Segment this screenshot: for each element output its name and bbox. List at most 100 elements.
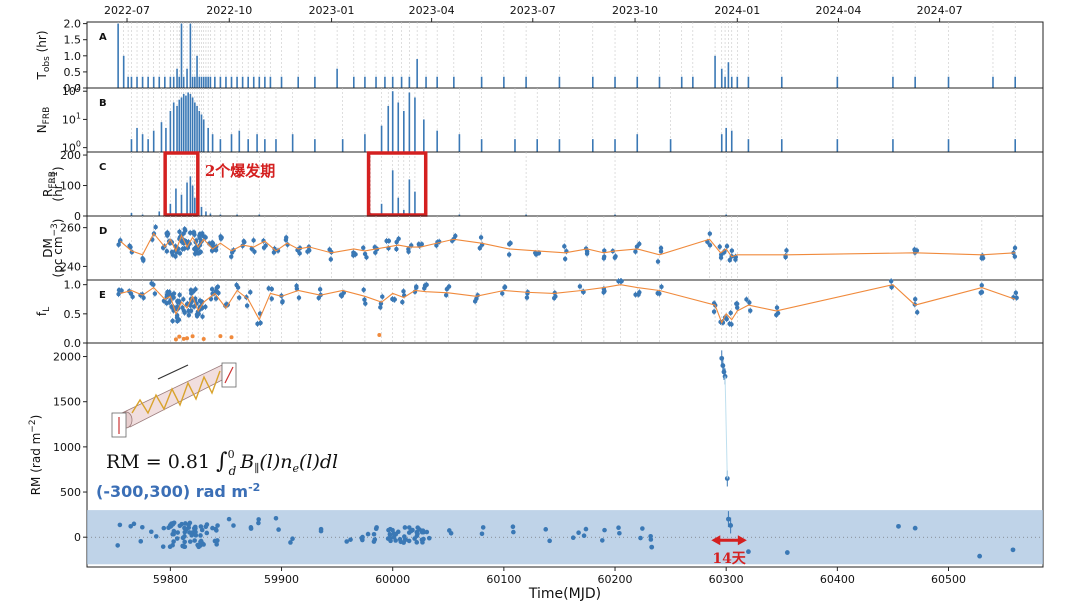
data-point <box>543 527 549 532</box>
eq-upper-limit: 0 <box>228 448 235 461</box>
y-axis-label-sub: FRB <box>42 107 52 125</box>
panel-letter: E <box>99 290 106 301</box>
y-axis-label-sub: L <box>42 307 52 312</box>
data-point <box>198 533 203 538</box>
y-axis-label: DM <box>41 238 55 258</box>
y-axis-label-main: DM <box>41 238 55 258</box>
data-point <box>189 533 195 538</box>
band-label-text: (-300,300) rad m <box>96 482 248 501</box>
x-tick-label: 59900 <box>264 573 299 586</box>
data-point <box>215 523 220 528</box>
x-tick-label: 60500 <box>931 573 966 586</box>
data-point <box>183 527 189 532</box>
data-point <box>371 531 377 537</box>
rm-equation: RM = 0.81 ∫0 d B∥(l)ne(l)dl <box>106 448 338 478</box>
data-point <box>138 539 144 544</box>
upper-limit-point <box>377 333 382 338</box>
data-point <box>214 542 219 547</box>
data-point <box>256 520 261 526</box>
top-tick-label: 2022-07 <box>104 4 150 17</box>
top-tick-label: 2023-04 <box>409 4 455 17</box>
top-tick-label: 2024-07 <box>917 4 963 17</box>
y-tick-label-text: 0.5 <box>64 66 82 79</box>
data-point <box>182 539 187 545</box>
data-point <box>393 538 398 543</box>
y-tick-label-text: 0.5 <box>64 308 82 321</box>
data-point <box>421 536 426 542</box>
x-tick-label: 60400 <box>820 573 855 586</box>
upper-limit-point <box>181 336 186 341</box>
x-tick-label: 60200 <box>598 573 633 586</box>
upper-limit-point <box>173 337 178 342</box>
y-tick-label: 500 <box>60 486 81 499</box>
band-label: (-300,300) rad m-2 <box>96 481 260 501</box>
top-tick-label: 2023-01 <box>309 4 355 17</box>
y-tick-label-text: 260 <box>60 222 81 235</box>
y-tick-label: 0.0 <box>64 337 82 350</box>
bottom-mjd-axis: 59800 59900 60000 60100 60200 60300 60400 60500 <box>153 567 966 586</box>
y-tick-label: 0.5 <box>64 308 82 321</box>
top-tick-label: 2023-10 <box>612 4 658 17</box>
data-point <box>421 529 426 535</box>
x-axis-label: Time(MJD) <box>528 586 601 602</box>
y-axis-label: RM (rad m−2) <box>28 415 43 496</box>
data-point <box>397 536 403 542</box>
data-point <box>387 531 393 537</box>
y-tick-label: 1.5 <box>64 34 82 47</box>
inset-wave-icon <box>131 370 221 415</box>
y-tick-label-text: 100 <box>60 180 81 193</box>
x-tick-label: 60000 <box>375 573 410 586</box>
data-point <box>318 528 324 534</box>
data-point <box>175 530 181 535</box>
data-point <box>115 543 120 548</box>
top-tick-label: 2024-01 <box>714 4 760 17</box>
upper-limit-point <box>190 334 195 339</box>
data-point <box>977 553 983 559</box>
data-point <box>576 530 581 535</box>
y-tick-label: 102 <box>62 83 81 98</box>
panel-letter: A <box>99 32 107 43</box>
data-point <box>204 522 210 527</box>
y-axis-label2-suffix: ) <box>51 219 65 224</box>
data-point <box>193 529 198 535</box>
data-point <box>390 527 395 533</box>
y-tick-label: 101 <box>62 111 81 126</box>
data-point <box>374 525 379 530</box>
data-point <box>199 527 205 533</box>
data-point <box>192 538 197 543</box>
data-point <box>153 534 159 539</box>
data-point <box>170 542 175 548</box>
data-point <box>148 529 154 535</box>
data-point <box>365 531 371 537</box>
rm-spike-point <box>726 516 731 522</box>
data-point <box>248 526 254 531</box>
y-tick-label: 0 <box>74 531 81 544</box>
y-tick-label-text: 1500 <box>53 396 81 409</box>
data-point <box>600 538 605 543</box>
upper-limit-point <box>177 334 182 339</box>
data-point <box>424 529 430 535</box>
data-point <box>201 542 206 547</box>
y-tick-label-sup: 1 <box>76 111 81 120</box>
y-tick-label: 200 <box>60 149 81 162</box>
data-point <box>192 524 198 530</box>
y-axis-label: NFRB <box>35 107 52 134</box>
y-tick-label-text: 240 <box>60 260 81 273</box>
y-axis-label-main: R <box>41 189 55 197</box>
data-point <box>406 538 412 544</box>
eq-b-sub: ∥ <box>254 462 259 475</box>
y-tick-label-text: 0.0 <box>64 337 82 350</box>
rm-drop-trace <box>724 376 728 479</box>
x-tick-label: 59800 <box>153 573 188 586</box>
y-tick-label: 1.0 <box>64 50 82 63</box>
eq-b: B <box>239 451 254 473</box>
y-axis-label-suffix: ) <box>29 415 43 420</box>
data-point <box>140 524 145 530</box>
data-point <box>161 525 167 531</box>
panel-letter: D <box>99 226 107 237</box>
data-point <box>1010 547 1016 553</box>
rm-spike-point <box>721 369 727 375</box>
x-tick-label: 60100 <box>486 573 521 586</box>
data-point <box>547 538 552 544</box>
